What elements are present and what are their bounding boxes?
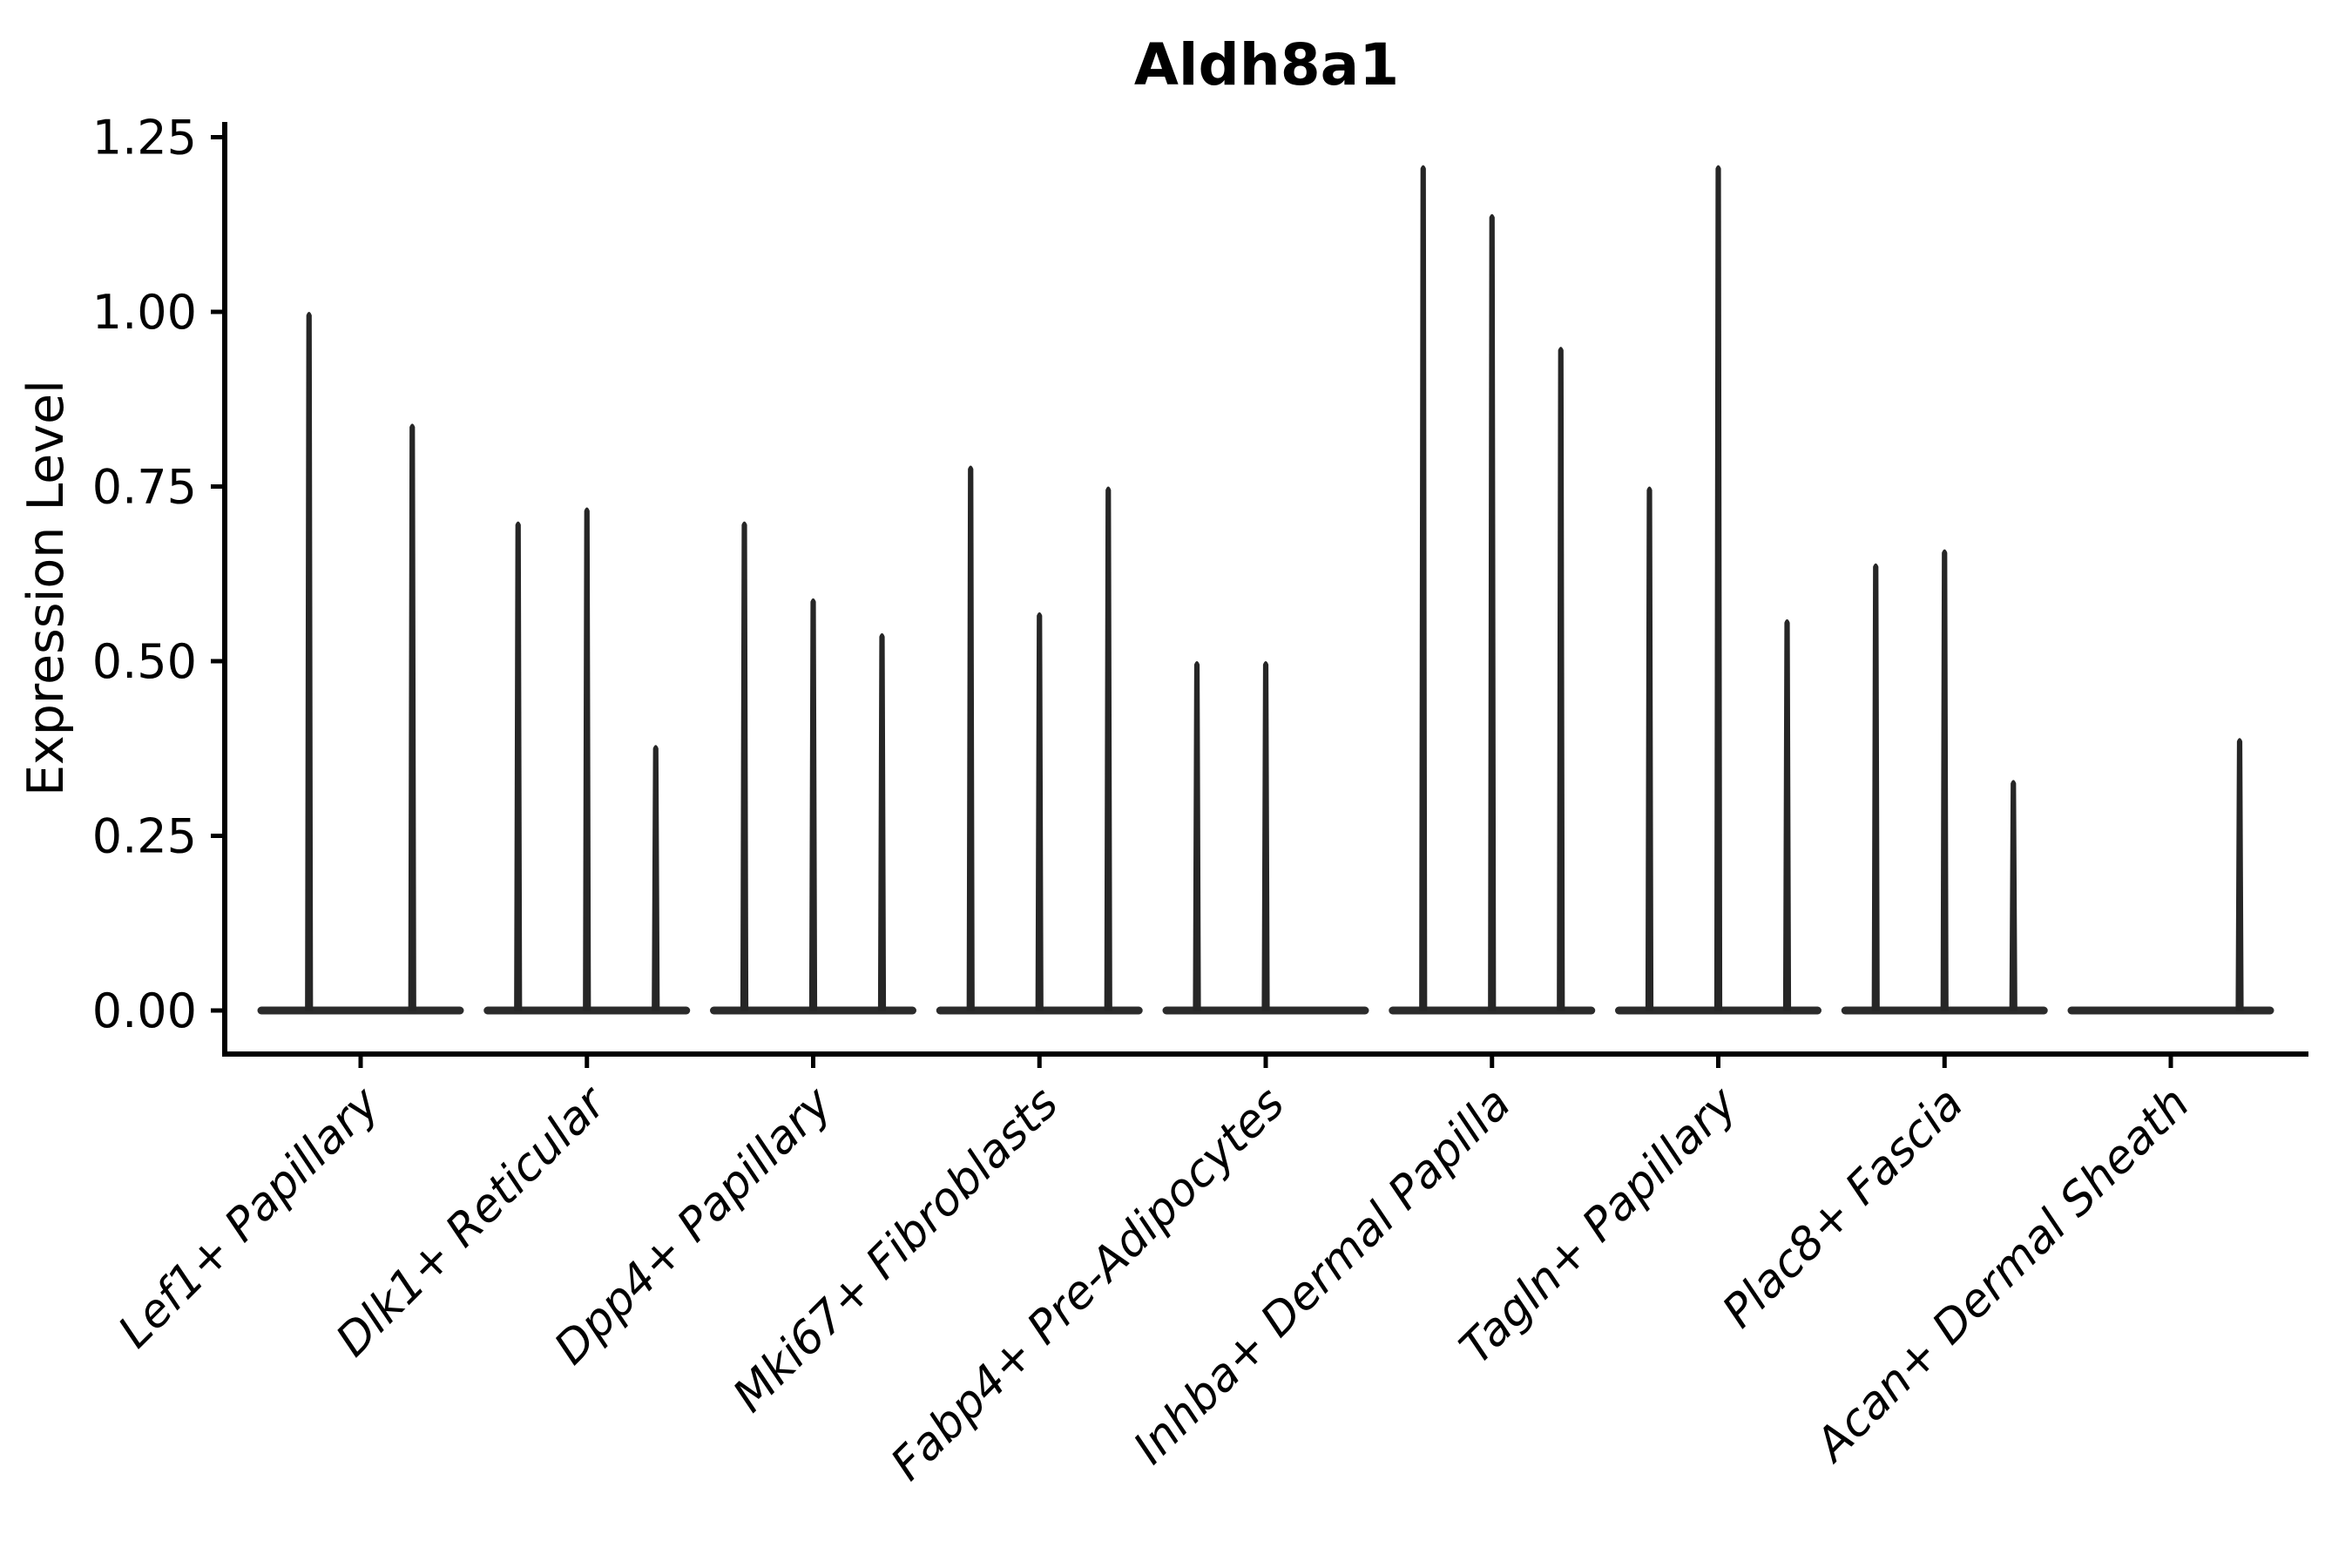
y-axis-label: Expression Level <box>17 380 75 796</box>
violin-group <box>936 465 1143 1015</box>
y-tick-label: 1.25 <box>92 111 197 166</box>
violin-spike <box>1645 486 1654 1011</box>
y-tick-label: 0.50 <box>92 634 197 689</box>
violin-spike <box>583 507 591 1011</box>
violin-group <box>710 521 916 1015</box>
chart-title: Aldh8a1 <box>1134 31 1399 98</box>
violin-group <box>1615 165 1821 1015</box>
violin-group <box>483 507 691 1015</box>
violin-spike <box>1104 486 1112 1011</box>
violin-spike <box>2235 738 2244 1011</box>
violin-group <box>1162 661 1369 1015</box>
violin-group <box>2067 738 2274 1015</box>
violin-spike <box>1419 165 1428 1011</box>
y-tick-label: 0.25 <box>92 809 197 864</box>
violin-spike <box>305 312 314 1011</box>
violin-spike <box>514 521 523 1011</box>
violin-spike <box>408 423 416 1011</box>
violin-spike <box>2009 780 2017 1011</box>
violin-spike <box>1193 661 1201 1011</box>
x-category-label: Fabp4+ Pre-Adipocytes <box>882 1078 1295 1491</box>
violin-spike <box>808 598 818 1011</box>
violin-spike <box>1261 661 1270 1011</box>
violin-spike <box>652 745 660 1011</box>
violin-spike <box>1488 213 1497 1011</box>
violin-spike <box>740 521 749 1011</box>
axes-layer: 0.00 0.25 0.50 0.75 1.00 1.25 Lef1+ Papillary… <box>92 111 2308 1490</box>
violin-group <box>1389 165 1596 1015</box>
violin-spike <box>1940 549 1949 1011</box>
violin-group <box>257 312 464 1015</box>
y-tick-label: 0.00 <box>92 983 197 1038</box>
violin-spike <box>966 465 975 1011</box>
violin-spike <box>1782 618 1792 1011</box>
x-category-label: Acan+ Dermal Sheath <box>1804 1078 2200 1473</box>
violin-spike <box>1035 612 1044 1011</box>
y-tick-label: 0.75 <box>92 460 197 515</box>
y-ticks: 0.00 0.25 0.50 0.75 1.00 1.25 <box>92 111 225 1038</box>
violin-spike <box>1557 347 1565 1011</box>
x-category-label: Inhba+ Dermal Papilla <box>1124 1078 1521 1475</box>
violins-layer <box>257 165 2274 1015</box>
x-category-label: Plac8+ Fascia <box>1713 1078 1973 1338</box>
violin-spike <box>1871 563 1880 1011</box>
violin-group <box>1841 549 2048 1015</box>
violin-spike <box>1713 165 1723 1011</box>
violin-spike <box>877 632 887 1011</box>
y-tick-label: 1.00 <box>92 285 197 340</box>
